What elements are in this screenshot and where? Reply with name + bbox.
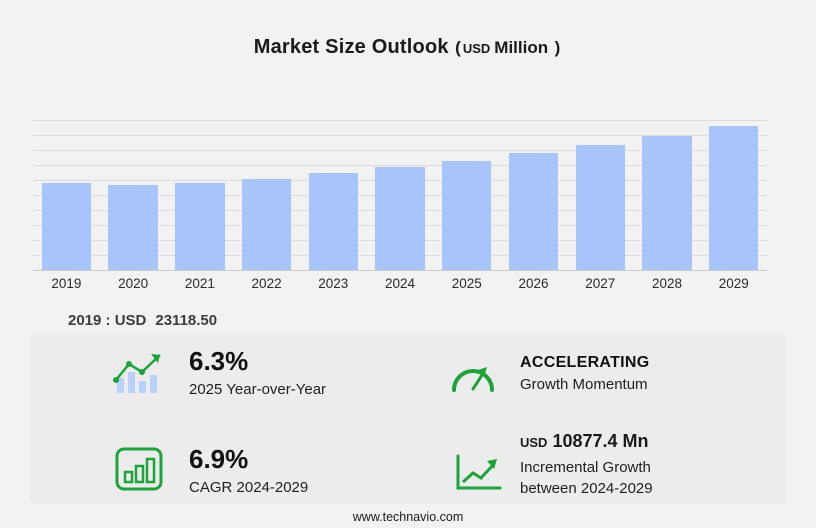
bar-column <box>433 120 500 270</box>
base-year-value: 2019 : USD 23118.50 <box>68 312 217 329</box>
year-label: 2019 <box>51 276 82 291</box>
bar-column <box>33 120 100 270</box>
year-label: 2029 <box>718 276 749 291</box>
cagr-value: 6.9% <box>189 444 249 474</box>
bar-column <box>634 120 701 270</box>
incremental-amount: 10877.4 Mn <box>552 431 649 451</box>
page-title: Market Size Outlook (USD Million ) <box>0 36 816 59</box>
bars-container <box>33 120 767 270</box>
year-label: 2026 <box>518 276 549 291</box>
year-label: 2024 <box>385 276 416 291</box>
bar-2029 <box>709 126 759 270</box>
bar-column <box>367 120 434 270</box>
stat-momentum: ACCELERATING Growth Momentum <box>520 354 650 393</box>
year-label: 2028 <box>651 276 682 291</box>
yoy-value: 6.3% <box>189 346 249 376</box>
title-main: Market Size Outlook <box>253 36 449 58</box>
bar-column <box>100 120 167 270</box>
stats-panel <box>30 334 786 504</box>
bar-2024 <box>375 167 425 270</box>
bar-2020 <box>108 185 158 270</box>
year-label: 2023 <box>318 276 349 291</box>
year-label: 2025 <box>451 276 482 291</box>
x-axis-labels: 2019 2020 2021 2022 2023 2024 2025 2026 2027 2028… <box>33 276 767 291</box>
year-label: 2027 <box>585 276 616 291</box>
title-paren-close: ) <box>554 38 561 57</box>
speedometer-icon <box>448 356 498 401</box>
base-year-number: 23118.50 <box>155 312 218 329</box>
bar-column <box>300 120 367 270</box>
stat-incremental: USD 10877.4 Mn Incremental Growth between… <box>520 431 653 499</box>
bar-column <box>700 120 767 270</box>
bar-2019 <box>41 183 92 270</box>
bar-column <box>567 120 634 270</box>
bar-2027 <box>575 144 625 270</box>
incremental-label-line2: between 2024-2029 <box>520 480 653 497</box>
bar-column <box>500 120 567 270</box>
cagr-label: CAGR 2024-2029 <box>189 479 309 496</box>
growth-arrow-icon <box>452 452 504 499</box>
title-currency: USD <box>462 41 491 56</box>
bar-2022 <box>241 178 292 270</box>
bar-2026 <box>508 153 559 270</box>
bar-2028 <box>642 135 692 270</box>
stat-cagr: 6.9% CAGR 2024-2029 <box>189 444 308 496</box>
title-unit: Million <box>494 38 549 57</box>
website-url: www.technavio.com <box>352 510 464 524</box>
bar-column <box>233 120 300 270</box>
incremental-currency: USD <box>520 435 548 450</box>
yoy-bar-chart-icon <box>112 350 170 401</box>
stat-yoy: 6.3% 2025 Year-over-Year <box>189 346 326 398</box>
base-year-prefix: 2019 : USD <box>68 312 147 329</box>
title-paren-open: ( <box>455 38 461 57</box>
bar-2025 <box>442 160 492 270</box>
momentum-value: ACCELERATING <box>520 354 650 371</box>
incremental-value: USD 10877.4 Mn <box>520 431 653 452</box>
cagr-chart-icon <box>114 446 166 497</box>
bar-2021 <box>175 182 225 270</box>
bar-column <box>166 120 233 270</box>
incremental-label-line1: Incremental Growth <box>520 459 651 476</box>
year-label: 2022 <box>251 276 282 291</box>
yoy-label: 2025 Year-over-Year <box>189 381 327 398</box>
bar-chart <box>33 120 767 271</box>
year-label: 2021 <box>184 276 215 291</box>
bar-2023 <box>308 173 358 270</box>
year-label: 2020 <box>118 276 149 291</box>
momentum-label: Growth Momentum <box>520 376 648 393</box>
